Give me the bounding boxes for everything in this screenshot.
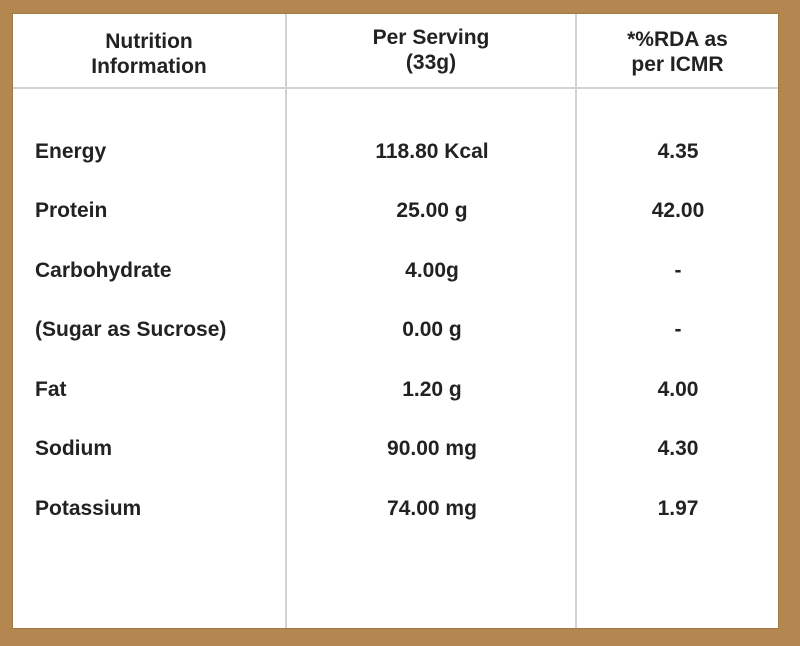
per-serving-value: 1.20 g [402,378,462,401]
header-nutrient-line-1: Nutrition [105,30,193,53]
per-serving-value: 25.00 g [396,199,468,222]
per-serving-value: 0.00 g [402,318,462,341]
nutrient-name: Energy [35,140,107,163]
header-nutrient: Nutrition Information [13,26,285,82]
nutrient-name: Potassium [35,497,142,520]
column-divider-1 [285,14,287,628]
per-serving-value: 74.00 mg [387,497,477,520]
nutrient-name: Carbohydrate [35,259,172,282]
table-row: Sodium 90.00 mg 4.30 [13,429,778,469]
rda-value: 4.35 [657,140,699,163]
header-nutrient-line-2: Information [91,55,207,78]
rda-value: - [674,259,682,282]
rda-value: 4.00 [657,378,699,401]
header-divider [13,87,778,89]
per-serving-value: 4.00g [405,259,459,282]
nutrient-name: Protein [35,199,108,222]
header-per-serving-line-1: Per Serving [372,26,490,49]
column-divider-2 [575,14,577,628]
table-row: (Sugar as Sucrose) 0.00 g - [13,310,778,350]
header-per-serving: Per Serving (33g) [287,22,575,78]
header-per-serving-line-2: (33g) [405,51,457,74]
rda-value: - [674,318,682,341]
nutrition-table: Nutrition Information Per Serving (33g) … [12,13,779,629]
rda-value: 1.97 [657,497,699,520]
header-rda-line-1: *%RDA as [627,28,728,51]
table-row: Energy 118.80 Kcal 4.35 [13,132,778,172]
table-row: Potassium 74.00 mg 1.97 [13,489,778,529]
rda-value: 42.00 [651,199,705,222]
rda-value: 4.30 [657,437,699,460]
nutrient-name: Fat [35,378,67,401]
per-serving-value: 118.80 Kcal [375,140,489,163]
nutrient-name: Sodium [35,437,112,460]
table-row: Carbohydrate 4.00g - [13,251,778,291]
header-rda-line-2: per ICMR [631,53,724,76]
per-serving-value: 90.00 mg [387,437,477,460]
nutrient-name: (Sugar as Sucrose) [35,318,227,341]
table-row: Fat 1.20 g 4.00 [13,370,778,410]
table-row: Protein 25.00 g 42.00 [13,191,778,231]
header-rda: *%RDA as per ICMR [577,24,778,80]
